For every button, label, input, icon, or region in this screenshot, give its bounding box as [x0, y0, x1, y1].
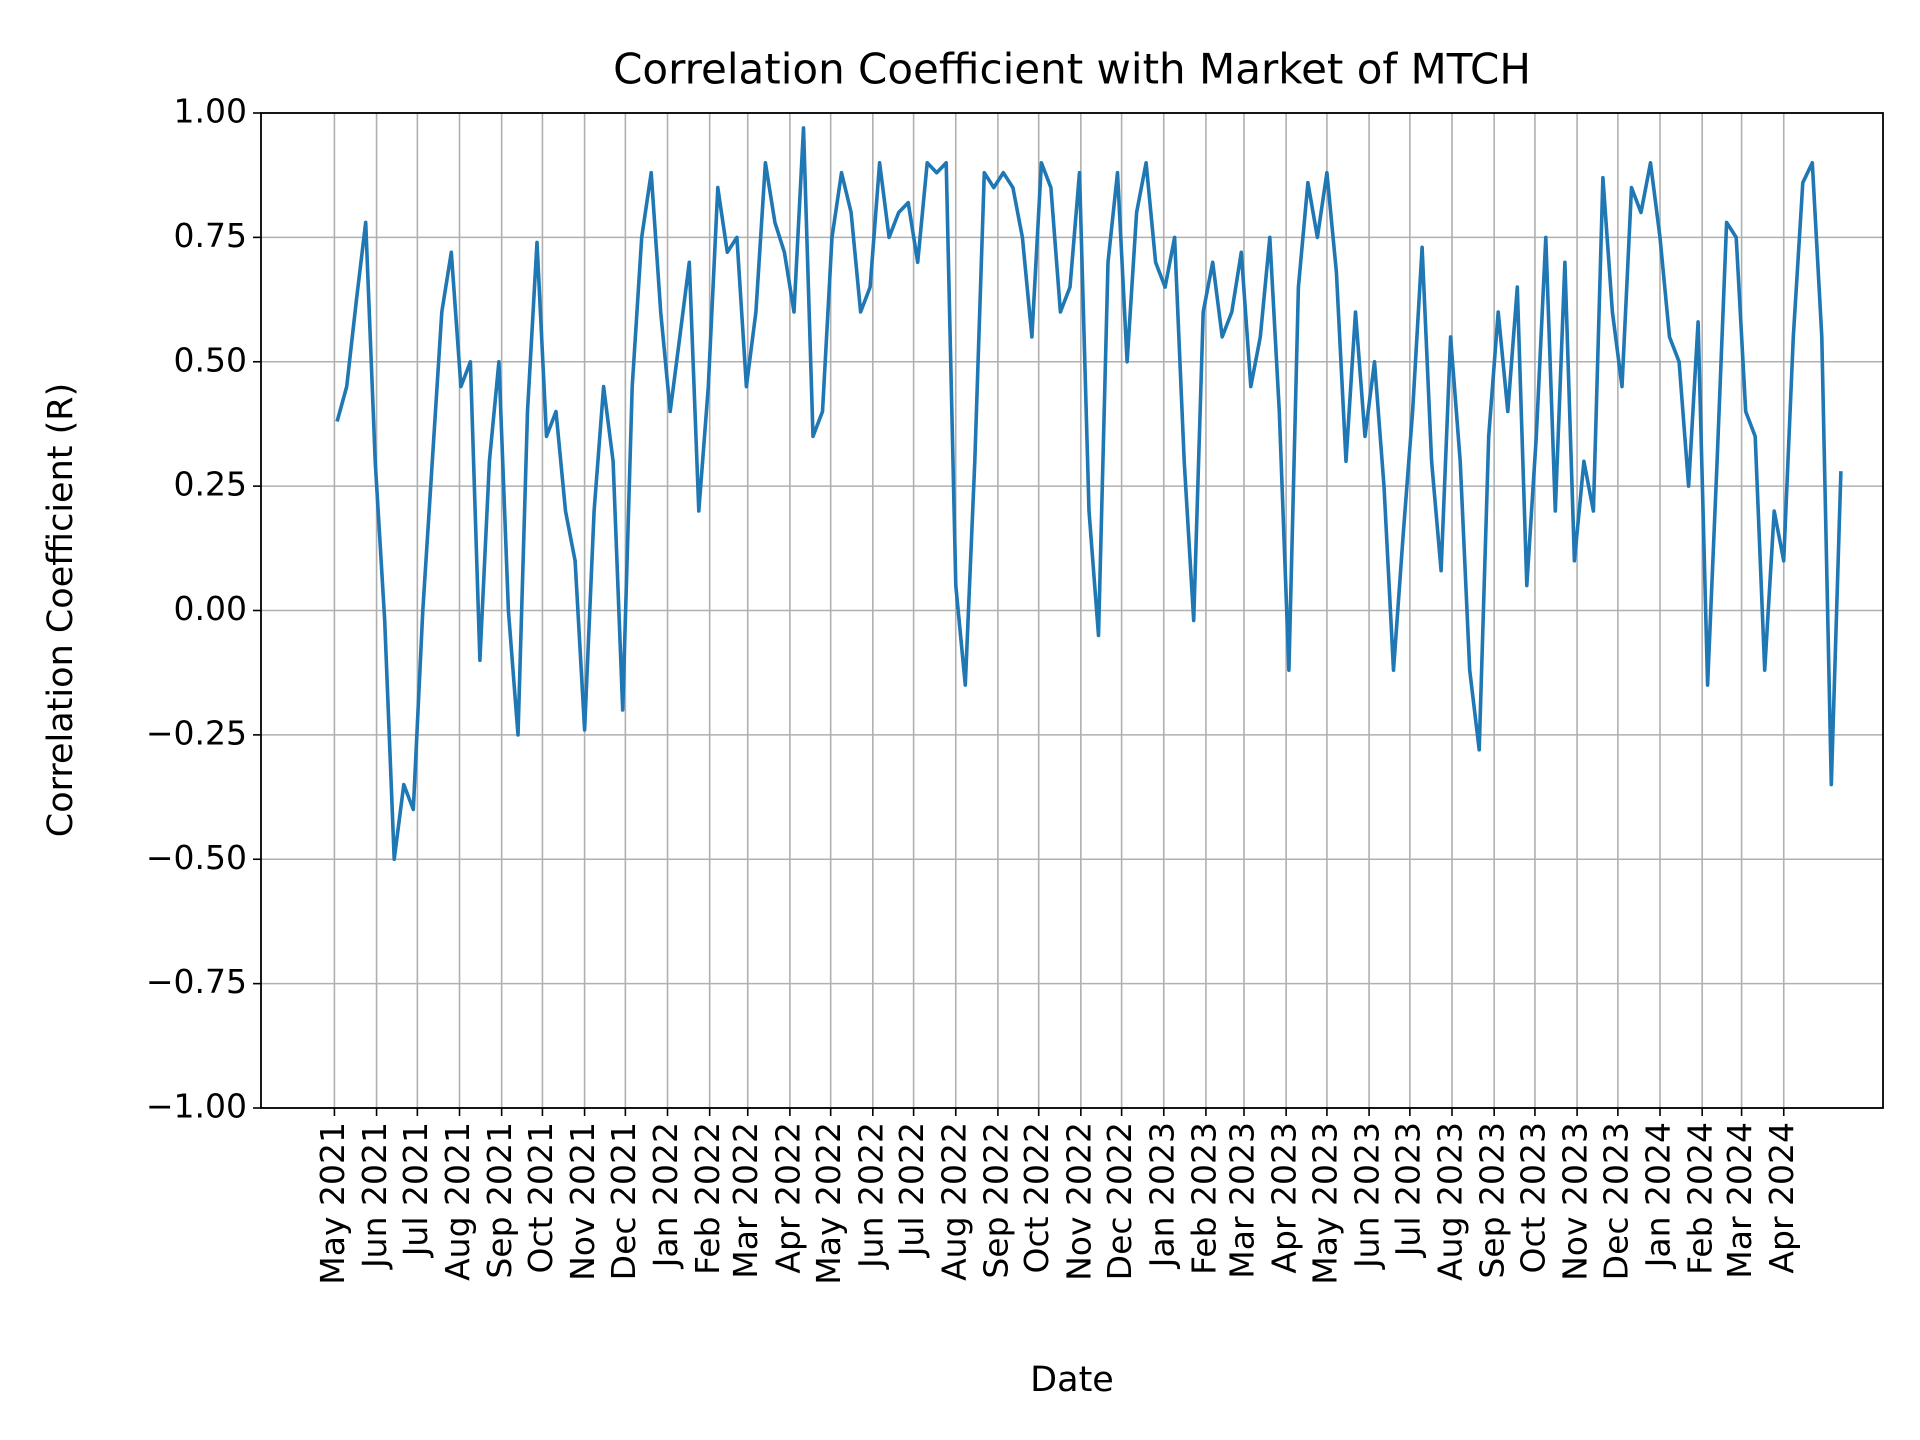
x-tick-label: Oct 2022: [1017, 1122, 1056, 1274]
x-tick-label: Apr 2023: [1265, 1122, 1304, 1274]
y-tick-label: −0.75: [146, 962, 247, 1001]
x-tick-label: Nov 2023: [1556, 1122, 1595, 1281]
x-tick-label: May 2022: [809, 1122, 848, 1285]
x-tick-label: Sep 2022: [976, 1122, 1015, 1279]
grid: [261, 112, 1883, 1109]
x-tick-label: Dec 2023: [1596, 1122, 1635, 1280]
y-tick-label: 1.00: [174, 92, 247, 131]
x-tick-label: Jul 2023: [1388, 1122, 1427, 1258]
x-tick-label: Apr 2022: [768, 1122, 807, 1274]
x-tick-label: Feb 2024: [1681, 1122, 1720, 1275]
y-axis-label: Correlation Coefficient (R): [41, 383, 81, 838]
x-tick-label: Jan 2024: [1639, 1122, 1678, 1269]
y-tick-label: −0.25: [146, 713, 247, 752]
y-tick-label: 0.75: [174, 216, 247, 255]
x-tick-label: Aug 2022: [934, 1122, 973, 1281]
y-tick-label: 0.25: [174, 465, 247, 504]
x-tick-label: May 2021: [313, 1122, 352, 1285]
x-tick-label: Jun 2021: [355, 1122, 394, 1270]
x-tick-label: Sep 2023: [1473, 1122, 1512, 1279]
x-tick-label: Aug 2023: [1431, 1122, 1470, 1281]
x-tick-label: Aug 2021: [438, 1122, 477, 1281]
x-tick-label: Dec 2022: [1100, 1122, 1139, 1280]
data-line: [335, 126, 1843, 862]
y-tick-label: −1.00: [146, 1087, 247, 1126]
x-tick-label: Sep 2021: [480, 1122, 519, 1279]
x-tick-label: Jun 2023: [1348, 1122, 1387, 1270]
x-axis-label: Date: [1030, 1360, 1114, 1400]
x-tick-label: Jun 2022: [851, 1122, 890, 1270]
x-tick-label: Mar 2024: [1720, 1122, 1759, 1279]
x-tick-label: Jul 2022: [892, 1122, 931, 1258]
x-tick-label: Oct 2023: [1513, 1122, 1552, 1274]
x-tick-label: Feb 2022: [688, 1122, 727, 1275]
x-tick-label: Dec 2021: [604, 1122, 643, 1280]
y-tick-label: 0.00: [174, 589, 247, 628]
x-tick-label: Jan 2022: [646, 1122, 685, 1269]
x-tick-label: Apr 2024: [1762, 1122, 1801, 1274]
x-tick-label: Mar 2023: [1222, 1122, 1261, 1279]
x-tick-label: Nov 2021: [563, 1122, 602, 1281]
x-tick-label: Oct 2021: [521, 1122, 560, 1274]
plot-frame: [260, 112, 1884, 1109]
x-tick-label: Nov 2022: [1059, 1122, 1098, 1281]
y-tick-label: −0.50: [146, 838, 247, 877]
x-tick-label: Jan 2023: [1142, 1122, 1181, 1269]
x-tick-label: Mar 2022: [726, 1122, 765, 1279]
chart-title: Correlation Coefficient with Market of M…: [613, 45, 1531, 94]
y-tick-label: 0.50: [174, 340, 247, 379]
x-tick-label: Feb 2023: [1184, 1122, 1223, 1275]
x-tick-label: Jul 2021: [396, 1122, 435, 1258]
x-tick-label: May 2023: [1305, 1122, 1344, 1285]
